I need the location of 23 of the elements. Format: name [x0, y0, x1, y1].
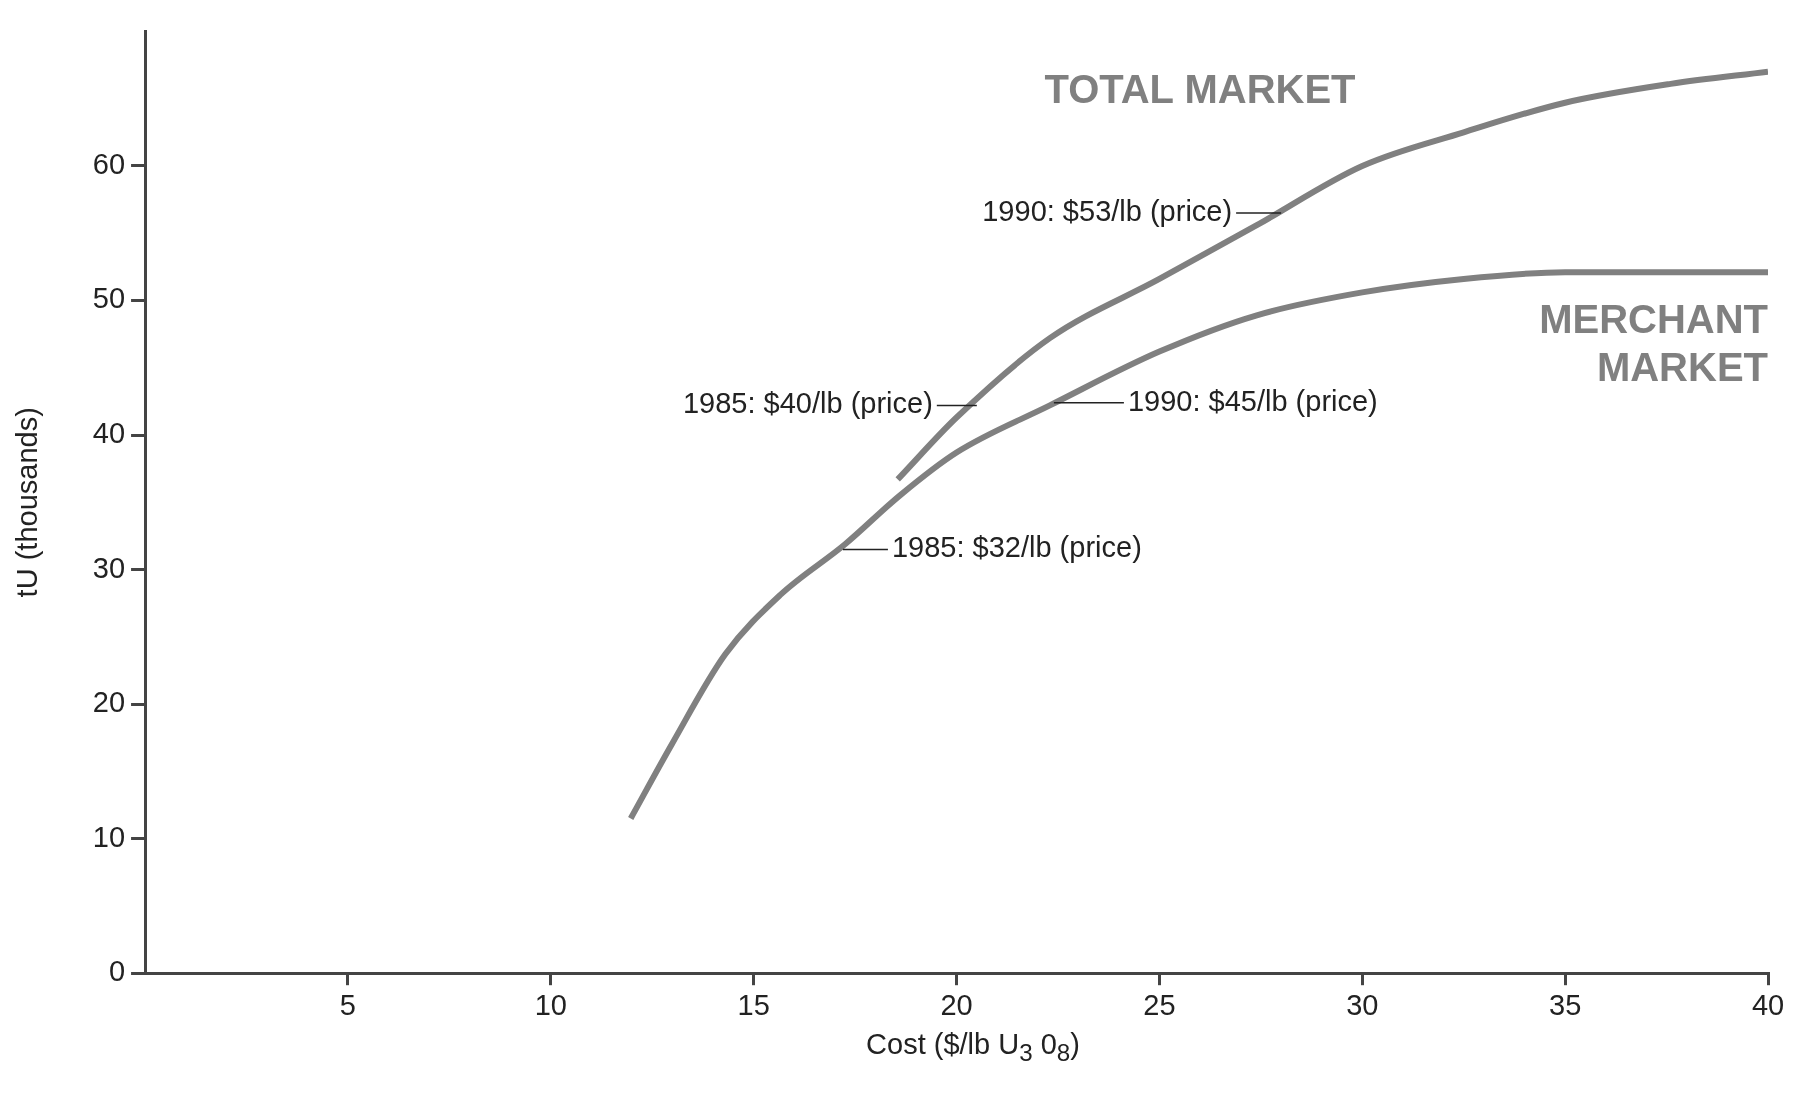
annotation: 1985: $40/lb (price) [682, 387, 933, 420]
x-tick-label: 35 [1549, 988, 1582, 1021]
x-tick-label: 15 [737, 988, 770, 1021]
x-tick-label: 5 [339, 988, 356, 1021]
y-tick-label: 60 [92, 147, 126, 180]
annotation: 1990: $53/lb (price) [982, 195, 1233, 228]
x-tick-label: 25 [1143, 988, 1176, 1021]
annotation: 1990: $45/lb (price) [1127, 384, 1378, 417]
x-tick-label: 10 [534, 988, 567, 1021]
x-tick-label: 30 [1346, 988, 1379, 1021]
y-tick-label: 50 [92, 282, 126, 315]
y-tick-label: 30 [92, 551, 126, 584]
annotation: 1985: $32/lb (price) [891, 531, 1142, 564]
y-tick-label: 10 [92, 820, 126, 853]
series-label: MERCHANT MARKET [1539, 297, 1768, 390]
x-tick-label: 40 [1751, 988, 1785, 1021]
x-axis-title: Cost ($/lb U$_{3}$ 0$_{8}$) [865, 1028, 1081, 1067]
y-axis-title: tU (thousands) [11, 407, 44, 598]
y-tick-label: 20 [92, 686, 126, 719]
y-tick-label: 0 [108, 955, 126, 988]
y-tick-label: 40 [92, 417, 126, 450]
x-tick-label: 20 [940, 988, 973, 1021]
series-label: TOTAL MARKET [1044, 67, 1356, 112]
